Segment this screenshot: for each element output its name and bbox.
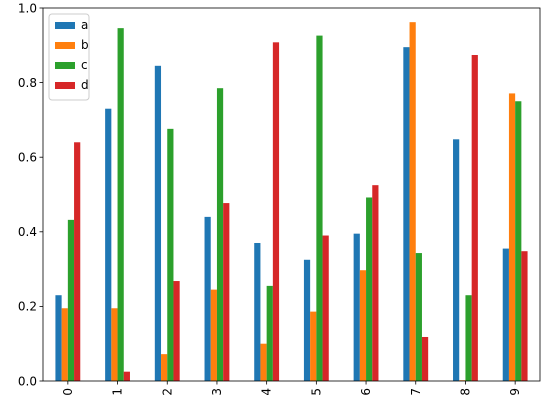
legend-swatch-d [55,82,75,89]
bar-b-3 [210,289,217,381]
x-tick-label: 8 [458,388,472,396]
bar-c-2 [167,128,174,381]
legend-swatch-c [55,62,75,69]
bar-a-9 [502,248,509,381]
y-tick-label: 0.4 [18,225,37,239]
bar-a-4 [254,242,261,381]
x-tick-label: 5 [309,388,323,396]
bar-b-0 [61,308,68,381]
bar-b-4 [260,343,267,381]
x-tick-label: 2 [160,388,174,396]
bar-d-6 [372,185,379,381]
x-tick-label: 3 [210,388,224,396]
bar-d-7 [421,336,429,381]
bar-d-8 [471,55,478,381]
y-tick-label: 0.6 [18,151,37,165]
bars-group [55,22,528,382]
y-tick-label: 1.0 [18,1,37,15]
bar-b-2 [161,354,168,381]
bar-d-2 [173,281,180,381]
x-tick-label: 6 [359,388,373,396]
bar-d-3 [223,203,230,381]
legend-box [48,13,90,101]
bar-a-1 [105,108,112,382]
x-axis: 0 1 2 3 4 5 6 7 8 9 [61,381,522,396]
y-tick-label: 0.2 [18,300,37,314]
legend-label-d: d [81,78,89,92]
bar-d-9 [521,251,528,381]
y-tick-label: 0.8 [18,76,37,90]
x-tick-label: 7 [409,388,423,396]
bar-d-0 [74,142,81,381]
bar-a-6 [353,233,360,381]
bar-c-1 [117,28,124,381]
legend-swatch-b [55,42,75,49]
bar-b-1 [111,308,118,381]
legend-label-c: c [81,58,88,72]
x-tick-label: 0 [61,388,75,396]
bar-d-4 [272,42,280,381]
bar-d-5 [322,235,329,381]
legend-label-b: b [81,38,89,52]
legend-label-a: a [81,18,88,32]
bar-c-0 [67,219,75,381]
bar-c-6 [366,197,373,381]
legend-swatch-a [55,22,75,29]
bar-a-7 [403,47,410,382]
y-tick-label: 0.0 [18,374,37,388]
bar-b-6 [359,270,367,381]
bar-c-8 [465,295,472,381]
bar-a-2 [154,65,162,381]
x-tick-label: 4 [260,388,274,396]
plot-frame [42,7,541,382]
bar-c-5 [316,35,323,381]
bar-b-5 [310,311,317,381]
bar-b-9 [508,93,516,382]
bar-c-9 [515,101,522,381]
bar-d-1 [123,371,130,381]
bar-c-4 [266,285,273,381]
bar-a-8 [453,139,460,381]
bar-a-5 [303,259,311,381]
x-tick-label: 9 [508,388,522,396]
bar-c-3 [216,88,224,381]
x-tick-label: 1 [111,388,125,396]
bar-b-7 [409,22,416,381]
bar-a-3 [204,216,211,381]
bar-c-7 [415,253,422,381]
y-axis: 0.0 0.2 0.4 0.6 0.8 1.0 [18,1,43,388]
bar-a-0 [55,295,62,381]
